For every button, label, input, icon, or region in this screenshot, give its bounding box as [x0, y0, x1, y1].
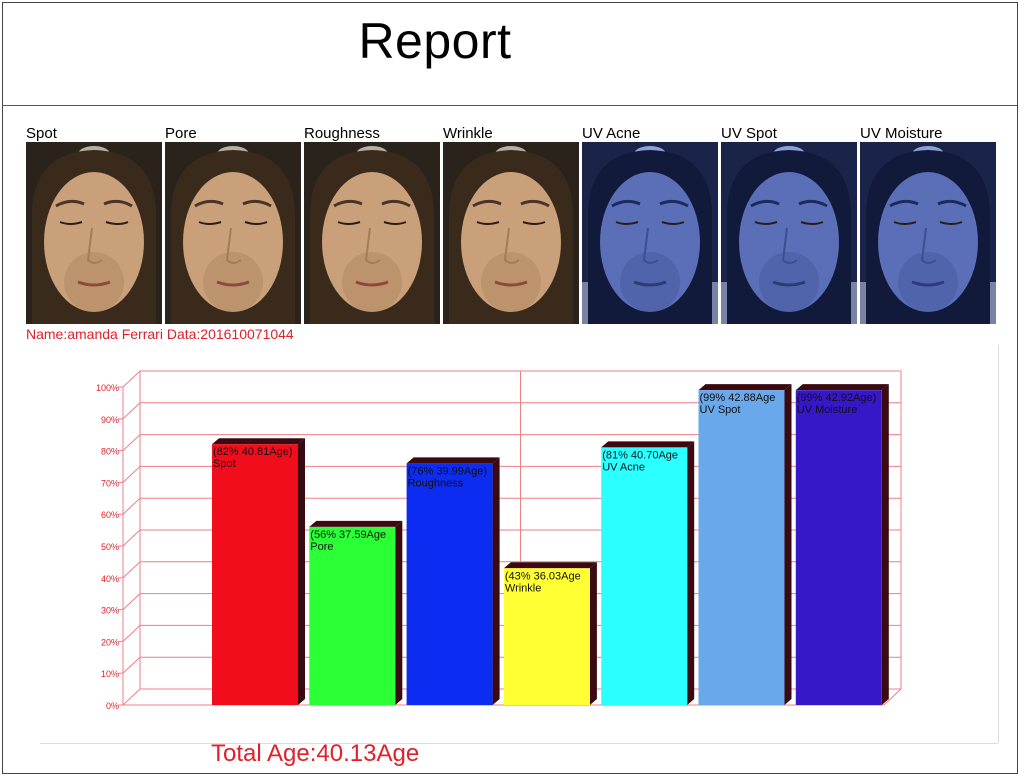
data-label: (99% 42.88Age — [700, 392, 776, 404]
bar — [698, 390, 785, 705]
gridline-side — [122, 434, 141, 451]
bar-top — [503, 562, 597, 569]
gridline-side — [122, 561, 141, 579]
bar — [601, 447, 688, 705]
y-tick-label: 10% — [101, 669, 119, 679]
y-tick-label: 70% — [101, 478, 119, 488]
category-label: UV Moisture — [797, 404, 858, 416]
thumbnail-uv-moisture: UV Moisture — [860, 125, 996, 325]
gridline-side — [122, 625, 141, 642]
bar — [795, 390, 882, 705]
y-tick-label: 20% — [101, 637, 119, 647]
gridline-side — [122, 497, 141, 515]
skin-analysis-bar-chart: 0% 10% 20% 30% 40% 50% 60% 70% 80% 90% 100% (82% 40… — [96, 370, 902, 711]
thumbnail-label: UV Moisture — [860, 125, 943, 142]
thumbnail-uv-acne: UV Acne — [582, 125, 718, 325]
bar-side — [298, 438, 305, 705]
y-tick-label: 60% — [101, 510, 119, 520]
face-image — [26, 142, 162, 324]
thumbnail-wrinkle: Wrinkle — [443, 125, 579, 325]
y-tick-label: 50% — [101, 542, 119, 552]
bar-side — [492, 457, 500, 705]
y-tick-label: 40% — [101, 574, 119, 584]
title-divider — [2, 105, 1018, 106]
data-label: (81% 40.70Age — [602, 449, 678, 461]
y-tick-label: 30% — [101, 606, 119, 616]
report-title: Report — [358, 13, 512, 69]
chart-border-bottom — [40, 743, 998, 744]
category-label: UV Acne — [602, 461, 645, 473]
bar — [406, 463, 493, 705]
bar-top — [698, 384, 792, 391]
thumbnail-label: UV Spot — [721, 125, 777, 142]
thumbnail-spot: Spot — [26, 125, 162, 325]
thumbnail-label: Roughness — [304, 125, 380, 142]
bar-top — [212, 438, 305, 445]
total-age: Total Age:40.13Age — [211, 740, 420, 767]
floor-right — [883, 688, 902, 706]
bar-side — [784, 384, 792, 705]
chart-border-right — [998, 345, 999, 743]
thumbnail-roughness: Roughness — [304, 125, 440, 325]
face-image — [582, 142, 718, 324]
patient-info: Name:amanda Ferrari Data:201610071044 — [26, 326, 294, 342]
analysis-thumbnails: Spot Pore Roughness Wrinkle UV Acne UV Spot UV… — [26, 125, 998, 325]
thumbnail-pore: Pore — [165, 125, 301, 325]
bar — [309, 526, 396, 705]
thumbnail-label: Wrinkle — [443, 125, 493, 142]
face-image — [721, 142, 857, 324]
bar-side — [687, 441, 695, 705]
data-label: (56% 37.59Age — [310, 529, 386, 541]
category-label: Pore — [310, 541, 333, 553]
thumbnail-label: Spot — [26, 125, 57, 142]
data-label: (76% 39.99Age) — [408, 465, 488, 477]
gridline-side — [122, 466, 141, 483]
bar-side — [881, 384, 889, 705]
bar — [212, 444, 298, 705]
face-image — [860, 142, 996, 324]
face-image — [443, 142, 579, 324]
y-tick-label: 0% — [106, 701, 119, 711]
category-label: UV Spot — [700, 404, 741, 416]
category-label: Roughness — [408, 477, 464, 489]
face-image — [304, 142, 440, 324]
face-image — [165, 142, 301, 324]
bar-top — [795, 384, 889, 391]
y-tick-label: 80% — [101, 447, 119, 457]
data-label: (82% 40.81Age) — [213, 446, 293, 458]
gridline-side — [122, 402, 141, 420]
y-tick-label: 90% — [101, 415, 119, 425]
bar-side — [395, 520, 403, 705]
bar — [503, 568, 590, 705]
thumbnail-label: UV Acne — [582, 125, 641, 142]
thumbnail-uv-spot: UV Spot — [721, 125, 857, 325]
bar-top — [406, 457, 500, 464]
data-label: (43% 36.03Age — [505, 570, 581, 582]
data-label: (99% 42.92Age) — [797, 392, 877, 404]
gridline-side — [122, 688, 141, 706]
bar-top — [309, 520, 403, 527]
y-tick-label: 100% — [96, 383, 119, 393]
category-label: Spot — [213, 458, 236, 470]
gridline-side — [122, 370, 141, 388]
gridline-side — [122, 593, 141, 610]
bar-side — [589, 562, 597, 705]
gridline-side — [122, 656, 141, 674]
bar-top — [601, 441, 695, 448]
thumbnail-label: Pore — [165, 125, 197, 142]
gridline-side — [122, 529, 141, 547]
category-label: Wrinkle — [505, 582, 541, 594]
